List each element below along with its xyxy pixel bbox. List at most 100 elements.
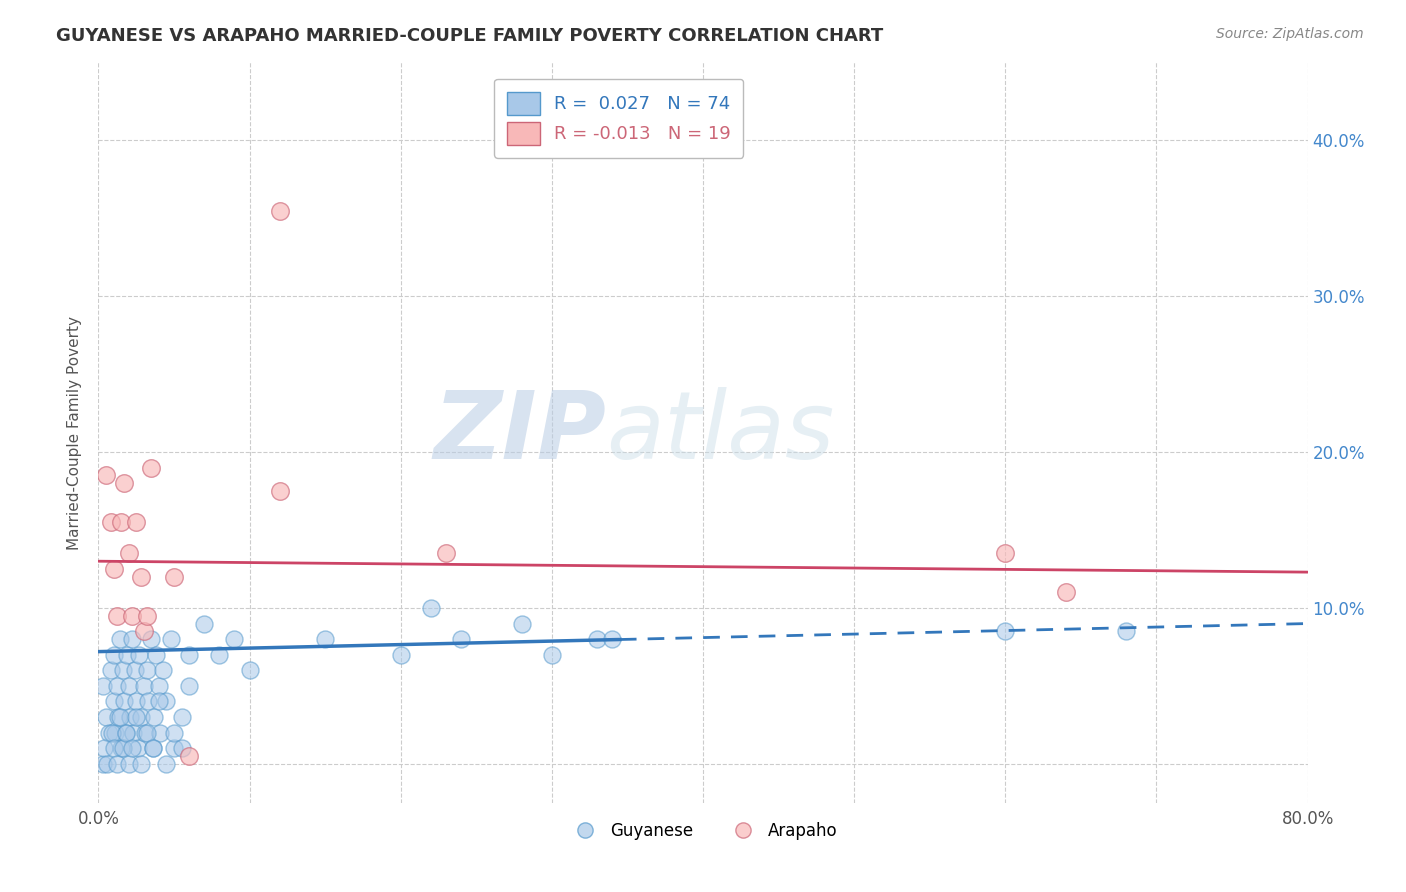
- Point: [104, 725, 127, 739]
- Point: [143, 710, 166, 724]
- Point: [112, 694, 135, 708]
- Point: [239, 663, 262, 677]
- Point: [132, 624, 155, 639]
- Point: [111, 663, 134, 677]
- Point: [125, 694, 148, 708]
- Text: Source: ZipAtlas.com: Source: ZipAtlas.com: [1216, 27, 1364, 41]
- Point: [101, 725, 124, 739]
- Point: [163, 741, 186, 756]
- Point: [179, 749, 201, 764]
- Point: [163, 570, 186, 584]
- Point: [108, 632, 131, 647]
- Text: ZIP: ZIP: [433, 386, 606, 479]
- Point: [1054, 585, 1077, 599]
- Point: [155, 694, 177, 708]
- Point: [136, 694, 159, 708]
- Point: [105, 679, 128, 693]
- Point: [107, 710, 129, 724]
- Point: [148, 694, 170, 708]
- Point: [134, 725, 156, 739]
- Point: [450, 632, 472, 647]
- Y-axis label: Married-Couple Family Poverty: Married-Couple Family Poverty: [67, 316, 83, 549]
- Point: [314, 632, 336, 647]
- Point: [152, 663, 174, 677]
- Point: [148, 679, 170, 693]
- Point: [94, 468, 117, 483]
- Point: [179, 679, 201, 693]
- Point: [118, 756, 141, 771]
- Point: [129, 570, 152, 584]
- Text: atlas: atlas: [606, 387, 835, 478]
- Point: [586, 632, 609, 647]
- Point: [98, 725, 121, 739]
- Point: [91, 679, 114, 693]
- Point: [121, 632, 143, 647]
- Point: [135, 608, 157, 623]
- Point: [114, 725, 136, 739]
- Point: [389, 648, 412, 662]
- Point: [193, 616, 215, 631]
- Point: [1115, 624, 1137, 639]
- Point: [128, 648, 150, 662]
- Point: [132, 679, 155, 693]
- Point: [118, 546, 141, 560]
- Point: [112, 476, 135, 491]
- Point: [142, 741, 165, 756]
- Point: [110, 515, 132, 529]
- Point: [602, 632, 624, 647]
- Point: [103, 741, 125, 756]
- Point: [129, 710, 152, 724]
- Point: [105, 608, 128, 623]
- Point: [103, 562, 125, 576]
- Point: [125, 515, 148, 529]
- Point: [135, 663, 157, 677]
- Point: [122, 725, 145, 739]
- Point: [121, 741, 143, 756]
- Point: [120, 710, 142, 724]
- Point: [129, 756, 152, 771]
- Point: [224, 632, 246, 647]
- Point: [114, 725, 136, 739]
- Point: [540, 648, 562, 662]
- Point: [100, 515, 122, 529]
- Point: [269, 203, 291, 218]
- Point: [135, 725, 157, 739]
- Point: [110, 741, 132, 756]
- Point: [510, 616, 533, 631]
- Point: [141, 460, 163, 475]
- Point: [269, 484, 291, 499]
- Point: [125, 710, 148, 724]
- Point: [108, 710, 131, 724]
- Point: [127, 741, 149, 756]
- Point: [115, 648, 138, 662]
- Point: [100, 663, 122, 677]
- Point: [994, 546, 1017, 560]
- Point: [208, 648, 231, 662]
- Point: [94, 710, 117, 724]
- Point: [124, 663, 146, 677]
- Text: GUYANESE VS ARAPAHO MARRIED-COUPLE FAMILY POVERTY CORRELATION CHART: GUYANESE VS ARAPAHO MARRIED-COUPLE FAMIL…: [56, 27, 883, 45]
- Point: [96, 756, 118, 771]
- Legend: Guyanese, Arapaho: Guyanese, Arapaho: [561, 815, 845, 847]
- Point: [420, 601, 443, 615]
- Point: [163, 725, 186, 739]
- Point: [170, 710, 193, 724]
- Point: [994, 624, 1017, 639]
- Point: [170, 741, 193, 756]
- Point: [141, 632, 163, 647]
- Point: [93, 741, 115, 756]
- Point: [145, 648, 167, 662]
- Point: [103, 648, 125, 662]
- Point: [103, 694, 125, 708]
- Point: [142, 741, 165, 756]
- Point: [155, 756, 177, 771]
- Point: [91, 756, 114, 771]
- Point: [179, 648, 201, 662]
- Point: [160, 632, 183, 647]
- Point: [149, 725, 172, 739]
- Point: [105, 756, 128, 771]
- Point: [434, 546, 457, 560]
- Point: [121, 608, 143, 623]
- Point: [118, 679, 141, 693]
- Point: [111, 741, 134, 756]
